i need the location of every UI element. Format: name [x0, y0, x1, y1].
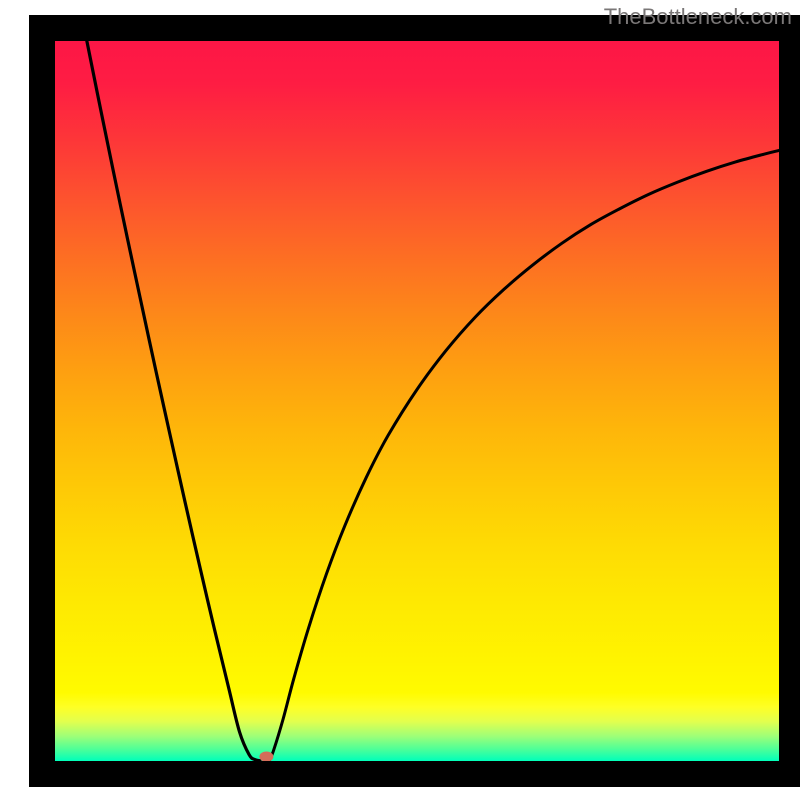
bottleneck-chart [0, 0, 800, 800]
minimum-marker [259, 751, 273, 761]
watermark-text: TheBottleneck.com [604, 4, 792, 30]
chart-wrapper: TheBottleneck.com [0, 0, 800, 800]
